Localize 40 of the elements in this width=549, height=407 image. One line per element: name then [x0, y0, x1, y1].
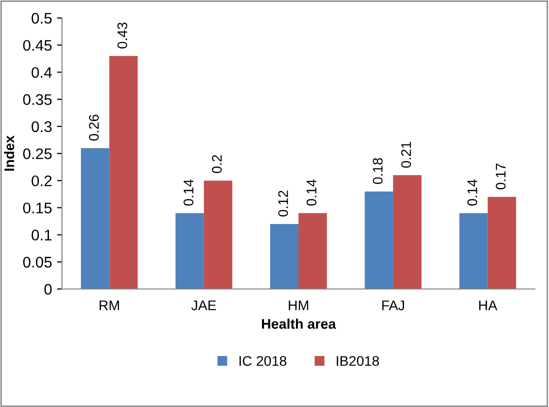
y-tick-label: 0.35: [23, 94, 52, 105]
x-tick-label: JAE: [191, 300, 216, 310]
x-tick-label: FAJ: [382, 300, 404, 310]
bar: [176, 213, 204, 289]
bar: [109, 56, 138, 289]
y-tick-label: 0.45: [23, 40, 52, 51]
y-axis-title: Index: [4, 135, 14, 171]
y-tick-label: 0.2: [32, 175, 52, 186]
y-tick-label: 0.15: [23, 202, 52, 214]
legend-label: IB2018: [336, 356, 379, 366]
data-label: 0.14: [467, 180, 478, 206]
data-label: 0.43: [117, 22, 128, 48]
bar: [80, 148, 110, 289]
data-label: 0.26: [89, 114, 99, 141]
data-label: 0.21: [401, 142, 412, 168]
y-tick-label: 0.25: [23, 148, 52, 160]
y-tick-label: 0.1: [32, 230, 52, 240]
x-tick-label: RM: [100, 300, 119, 310]
data-label: 0.2: [212, 155, 222, 174]
y-tick-label: 0.05: [23, 256, 52, 268]
x-tick-label: HM: [288, 300, 308, 310]
y-tick-label: 0.4: [32, 67, 52, 78]
bar: [298, 213, 327, 289]
legend-label: IC 2018: [240, 356, 286, 366]
bar: [459, 213, 488, 289]
x-tick-label: HA: [479, 300, 498, 310]
y-tick-label: 0.5: [32, 12, 52, 24]
bar: [364, 191, 394, 289]
bar: [488, 196, 516, 289]
x-axis-title: Health area: [262, 318, 336, 329]
bar: [393, 175, 422, 289]
y-tick-label: 0: [44, 284, 52, 295]
bar: [204, 180, 232, 289]
data-label: 0.17: [496, 164, 506, 190]
data-label: 0.12: [278, 190, 288, 216]
data-label: 0.14: [306, 180, 316, 206]
bar: [270, 224, 298, 289]
data-label: 0.18: [372, 158, 383, 184]
data-label: 0.14: [184, 180, 194, 206]
y-tick-label: 0.3: [32, 121, 52, 132]
